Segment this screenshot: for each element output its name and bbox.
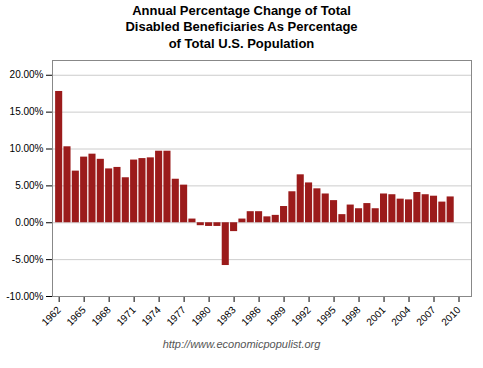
svg-text:15.00%: 15.00% [10,106,44,117]
svg-text:-5.00%: -5.00% [12,254,44,265]
svg-text:1962: 1962 [39,304,63,328]
svg-text:1983: 1983 [214,304,238,328]
svg-text:1986: 1986 [239,304,263,328]
svg-text:1992: 1992 [289,304,313,328]
svg-text:1971: 1971 [114,304,138,328]
html-text:Annual Percentage Change of To: Annual Percentage Change of Total Disabl… [125,3,358,51]
svg-text:2004: 2004 [389,304,413,328]
svg-text:5.00%: 5.00% [15,180,43,191]
html-text:http://www.economicpopulist.or: http://www.economicpopulist.org [162,337,321,350]
svg-text:1977: 1977 [164,304,188,328]
svg-text:1995: 1995 [314,304,338,328]
svg-text:0.00%: 0.00% [15,217,43,228]
svg-text:1998: 1998 [339,304,363,328]
svg-text:1965: 1965 [64,304,88,328]
svg-text:2007: 2007 [414,304,438,328]
svg-text:2001: 2001 [364,304,388,328]
svg-text:20.00%: 20.00% [10,69,44,80]
svg-text:-10.00%: -10.00% [6,290,43,301]
svg-text:10.00%: 10.00% [10,143,44,154]
svg-text:1974: 1974 [139,304,163,328]
svg-text:1968: 1968 [89,304,113,328]
svg-text:2010: 2010 [439,304,463,328]
svg-text:1980: 1980 [189,304,213,328]
svg-text:1989: 1989 [264,304,288,328]
